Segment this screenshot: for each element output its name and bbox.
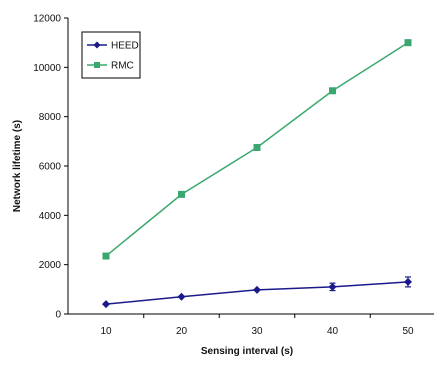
y-tick-label: 10000 <box>33 63 61 74</box>
y-tick-label: 4000 <box>39 211 62 222</box>
x-tick-label: 40 <box>327 326 339 337</box>
x-tick-label: 30 <box>251 326 263 337</box>
legend-item-heed: HEED <box>87 41 139 52</box>
y-tick-label: 0 <box>55 310 61 321</box>
legend-label: RMC <box>111 61 134 72</box>
x-tick-label: 20 <box>176 326 188 337</box>
series-layer <box>102 39 412 309</box>
legend-marker <box>93 41 101 49</box>
y-tick-label: 2000 <box>39 260 62 271</box>
y-ticks: 0 2000 4000 6000 8000 10000 12000 <box>33 14 68 321</box>
data-point <box>178 190 185 198</box>
data-point <box>253 144 261 151</box>
data-point <box>328 282 337 291</box>
data-point <box>404 39 412 47</box>
data-point <box>253 285 261 294</box>
x-tick-label: 50 <box>402 326 414 337</box>
y-axis-title: Network lifetime (s) <box>12 120 23 212</box>
legend: HEED RMC <box>81 31 141 79</box>
x-axis-title: Sensing interval (s) <box>201 346 293 357</box>
data-point <box>177 292 186 301</box>
x-ticks: 10 20 30 40 50 <box>100 314 414 337</box>
data-point <box>102 252 110 260</box>
data-point <box>404 277 412 286</box>
legend-items: HEED RMC <box>87 41 139 72</box>
x-tick-label: 10 <box>100 326 112 337</box>
legend-box <box>81 31 141 79</box>
data-point <box>102 300 110 309</box>
y-tick-label: 6000 <box>39 162 62 173</box>
y-tick-label: 8000 <box>39 112 62 123</box>
data-point <box>329 87 336 95</box>
legend-item-rmc: RMC <box>87 61 134 72</box>
series-rmc <box>102 39 412 260</box>
y-tick-label: 12000 <box>33 14 61 25</box>
legend-label: HEED <box>111 41 139 52</box>
legend-marker <box>94 62 100 68</box>
series-heed <box>102 276 412 309</box>
